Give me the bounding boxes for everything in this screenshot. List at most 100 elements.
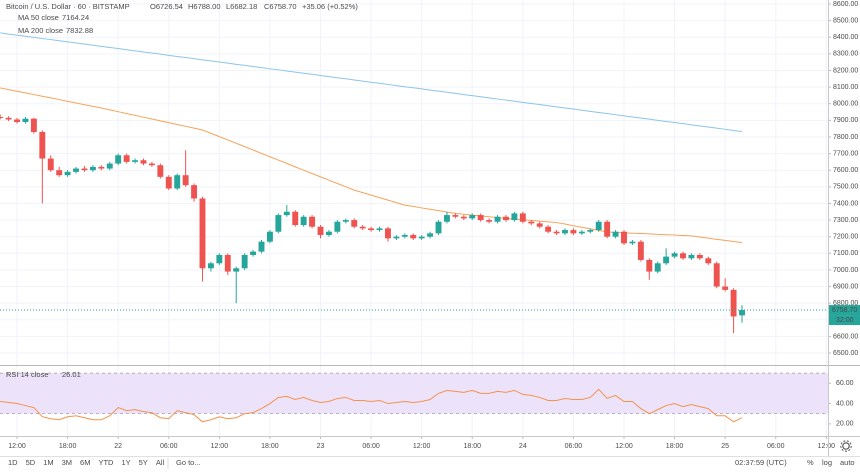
x-tick-label: 23	[317, 443, 325, 450]
rsi-legend-name: RSI 14 close	[6, 370, 49, 379]
candle-body	[115, 155, 122, 164]
scale-option[interactable]: %	[807, 458, 814, 467]
x-tick-label: 12:00	[818, 443, 836, 450]
y-tick-label: 8200.00	[833, 67, 858, 74]
candle-body	[705, 258, 712, 264]
y-tick-label: 8600.00	[833, 1, 858, 8]
rsi-legend-value: 26.01	[62, 370, 81, 379]
candle-body	[250, 251, 257, 255]
candle-body	[22, 118, 29, 122]
candle-body	[123, 155, 130, 162]
settings-teeth[interactable]	[840, 440, 852, 452]
candle-body	[89, 166, 96, 171]
x-tick-label: 06:00	[767, 443, 785, 450]
settings-icon[interactable]	[840, 440, 852, 452]
x-tick-label: 12:00	[211, 443, 229, 450]
settings-gear[interactable]	[842, 442, 850, 450]
y-tick-label: 7400.00	[833, 200, 858, 207]
goto-button[interactable]: Go to...	[176, 458, 201, 467]
candle-body	[0, 117, 4, 119]
y-tick-label: 7700.00	[833, 150, 858, 157]
candle-body	[393, 236, 400, 239]
candle-body	[553, 231, 560, 234]
x-tick-label: 24	[519, 443, 527, 450]
symbol-title: Bitcoin / U.S. Dollar · 60 · BITSTAMP	[6, 2, 130, 11]
candle-body	[604, 221, 611, 237]
candle-body	[469, 215, 476, 219]
candle-body	[64, 171, 71, 176]
x-tick-label: 12:00	[8, 443, 26, 450]
range-button[interactable]: All	[156, 458, 165, 467]
candle-body	[266, 231, 273, 242]
y-tick-label: 7800.00	[833, 134, 858, 141]
candle-body	[132, 160, 138, 162]
candle-body	[696, 254, 703, 259]
candle-body	[191, 185, 198, 199]
scale-option[interactable]: auto	[840, 458, 855, 467]
candle-body	[519, 213, 526, 222]
candle-body	[654, 263, 661, 272]
range-button[interactable]: 1D	[8, 458, 18, 467]
candle-body	[359, 226, 366, 229]
candle-body	[182, 175, 189, 186]
y-tick-label: 6500.00	[833, 350, 858, 357]
y-tick-label: 8100.00	[833, 84, 858, 91]
x-tick-label: 22	[114, 443, 122, 450]
candle-body	[418, 236, 425, 239]
rsi-tick-label: 60.00	[836, 380, 854, 387]
candle-body	[680, 253, 686, 259]
x-tick-label: 25	[721, 443, 729, 450]
y-tick-label: 7000.00	[833, 267, 858, 274]
candle-body	[578, 231, 585, 234]
candle-body	[663, 256, 670, 264]
y-tick-label: 8400.00	[833, 34, 858, 41]
ohlc-value: L6682.18	[226, 2, 257, 11]
range-button[interactable]: 5Y	[139, 458, 148, 467]
candle-body	[5, 117, 12, 120]
candle-body	[688, 254, 695, 259]
rsi-tick-label: 40.00	[836, 400, 854, 407]
candle-body	[275, 215, 282, 232]
candle-body	[233, 268, 240, 272]
candle-body	[494, 216, 501, 222]
candle-body	[671, 253, 678, 257]
candle-body	[309, 216, 316, 227]
y-tick-label: 7600.00	[833, 167, 858, 174]
x-tick-label: 18:00	[463, 443, 481, 450]
candle-body	[351, 220, 358, 227]
range-button[interactable]: 1Y	[121, 458, 130, 467]
candle-body	[503, 216, 509, 221]
candle-body	[452, 215, 459, 217]
candle-body	[511, 213, 518, 221]
candle-body	[73, 168, 79, 172]
legend-value: 7164.24	[62, 13, 89, 22]
legend-name: MA 50 close	[18, 13, 59, 22]
ohlc-value: O6726.54	[150, 2, 183, 11]
candle-body	[106, 163, 113, 169]
candle-body	[174, 175, 181, 189]
last-price-label: 6758.70	[832, 307, 857, 314]
candle-body	[47, 158, 54, 171]
candle-body	[460, 216, 467, 219]
range-button[interactable]: YTD	[98, 458, 114, 467]
candle-body	[595, 221, 602, 231]
range-button[interactable]: 6M	[80, 458, 90, 467]
candle-body	[477, 215, 484, 221]
x-tick-label: 18:00	[59, 443, 77, 450]
legend-name: MA 200 close	[18, 26, 63, 35]
y-tick-label: 6600.00	[833, 333, 858, 340]
range-button[interactable]: 5D	[26, 458, 36, 467]
countdown-label: 32:00	[836, 317, 854, 324]
candle-body	[283, 211, 290, 216]
x-tick-label: 12:00	[413, 443, 431, 450]
range-button[interactable]: 3M	[62, 458, 72, 467]
y-tick-label: 7100.00	[833, 250, 858, 257]
y-tick-label: 8500.00	[833, 17, 858, 24]
candle-body	[646, 259, 653, 272]
candle-body	[14, 119, 20, 122]
candle-body	[39, 131, 46, 159]
range-button[interactable]: 1M	[43, 458, 53, 467]
candle-body	[30, 118, 37, 132]
scale-option[interactable]: log	[822, 458, 832, 467]
